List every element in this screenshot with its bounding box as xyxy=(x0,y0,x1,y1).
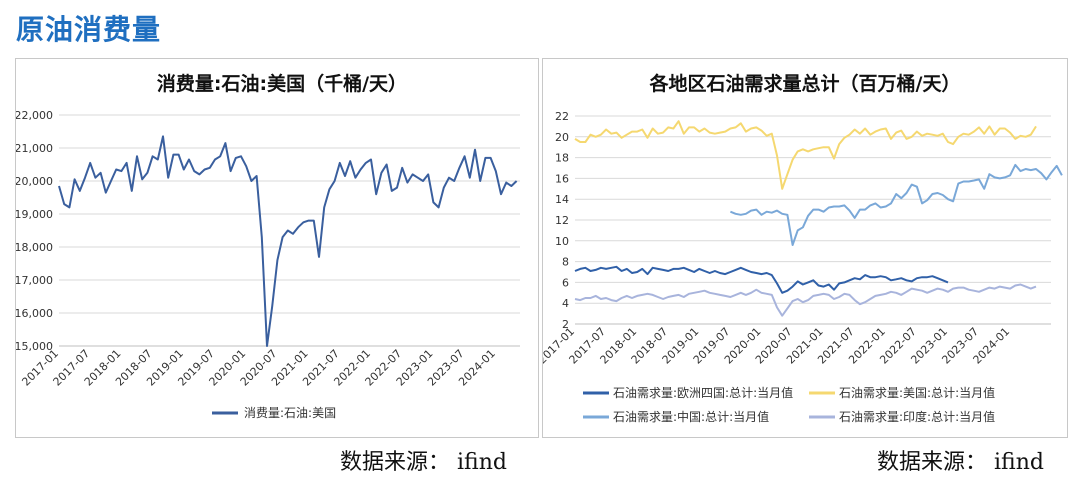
series-line-2 xyxy=(574,120,1037,190)
legend-label: 石油需求量:中国:总计:当月值 xyxy=(613,409,769,424)
y-tick-label: 18,000 xyxy=(16,241,53,254)
regional-demand-chart-panel: 各地区石油需求量总计（百万桶/天） 22 20 18 16 14 12 10 8 6 4 2 2017… xyxy=(542,58,1068,438)
y-tick-label: 14 xyxy=(555,193,569,206)
series-line-3 xyxy=(730,163,1063,246)
y-tick-label: 17,000 xyxy=(16,274,53,287)
source-note-right: 数据来源： ifind xyxy=(877,450,1044,475)
series-line-1 xyxy=(574,265,949,294)
y-tick-label: 4 xyxy=(562,297,569,310)
legend: 消费量:石油:美国 xyxy=(212,406,336,420)
y-tick-label: 20 xyxy=(555,131,569,144)
y-tick-label: 21,000 xyxy=(16,142,53,155)
y-tick-label: 22 xyxy=(555,110,569,123)
legend-label: 消费量:石油:美国 xyxy=(244,406,336,420)
chart-title: 消费量:石油:美国（千桶/天） xyxy=(157,72,407,95)
legend-label: 石油需求量:美国:总计:当月值 xyxy=(839,385,995,400)
source-note-left: 数据来源： ifind xyxy=(340,450,507,475)
page-title: 原油消费量 xyxy=(16,13,162,46)
y-tick-label: 18 xyxy=(555,152,569,165)
y-tick-label: 6 xyxy=(562,276,569,289)
y-tick-label: 2 xyxy=(562,318,569,331)
us-consumption-chart: 消费量:石油:美国（千桶/天） 22,000 21,000 20,000 19,000… xyxy=(16,72,520,420)
chart-title: 各地区石油需求量总计（百万桶/天） xyxy=(649,72,961,95)
legend: 石油需求量:欧洲四国:总计:当月值 石油需求量:美国:总计:当月值石油需求量:中国… xyxy=(583,385,995,424)
us-consumption-chart-panel: 消费量:石油:美国（千桶/天） 22,000 21,000 20,000 19,000… xyxy=(15,58,539,438)
regional-demand-chart: 各地区石油需求量总计（百万桶/天） 2220181614121086422017… xyxy=(543,72,1063,424)
series-line-1 xyxy=(58,135,518,347)
y-tick-label: 15,000 xyxy=(16,340,53,353)
y-tick-label: 19,000 xyxy=(16,208,53,221)
y-tick-label: 20,000 xyxy=(16,175,53,188)
plot-area: 22,000 21,000 20,000 19,000 18,000 17,000 16,0… xyxy=(16,109,520,389)
plot-area: 2220181614121086422017-012017-072018-012… xyxy=(543,110,1063,367)
series-line-4 xyxy=(574,283,1037,317)
y-tick-label: 12 xyxy=(555,214,569,227)
y-tick-label: 16 xyxy=(555,172,569,185)
y-tick-label: 10 xyxy=(555,235,569,248)
y-tick-label: 16,000 xyxy=(16,307,53,320)
legend-label: 石油需求量:印度:总计:当月值 xyxy=(839,409,995,424)
y-tick-label: 8 xyxy=(562,256,569,269)
legend-label: 石油需求量:欧洲四国:总计:当月值 xyxy=(613,385,793,400)
y-tick-label: 22,000 xyxy=(16,109,53,122)
